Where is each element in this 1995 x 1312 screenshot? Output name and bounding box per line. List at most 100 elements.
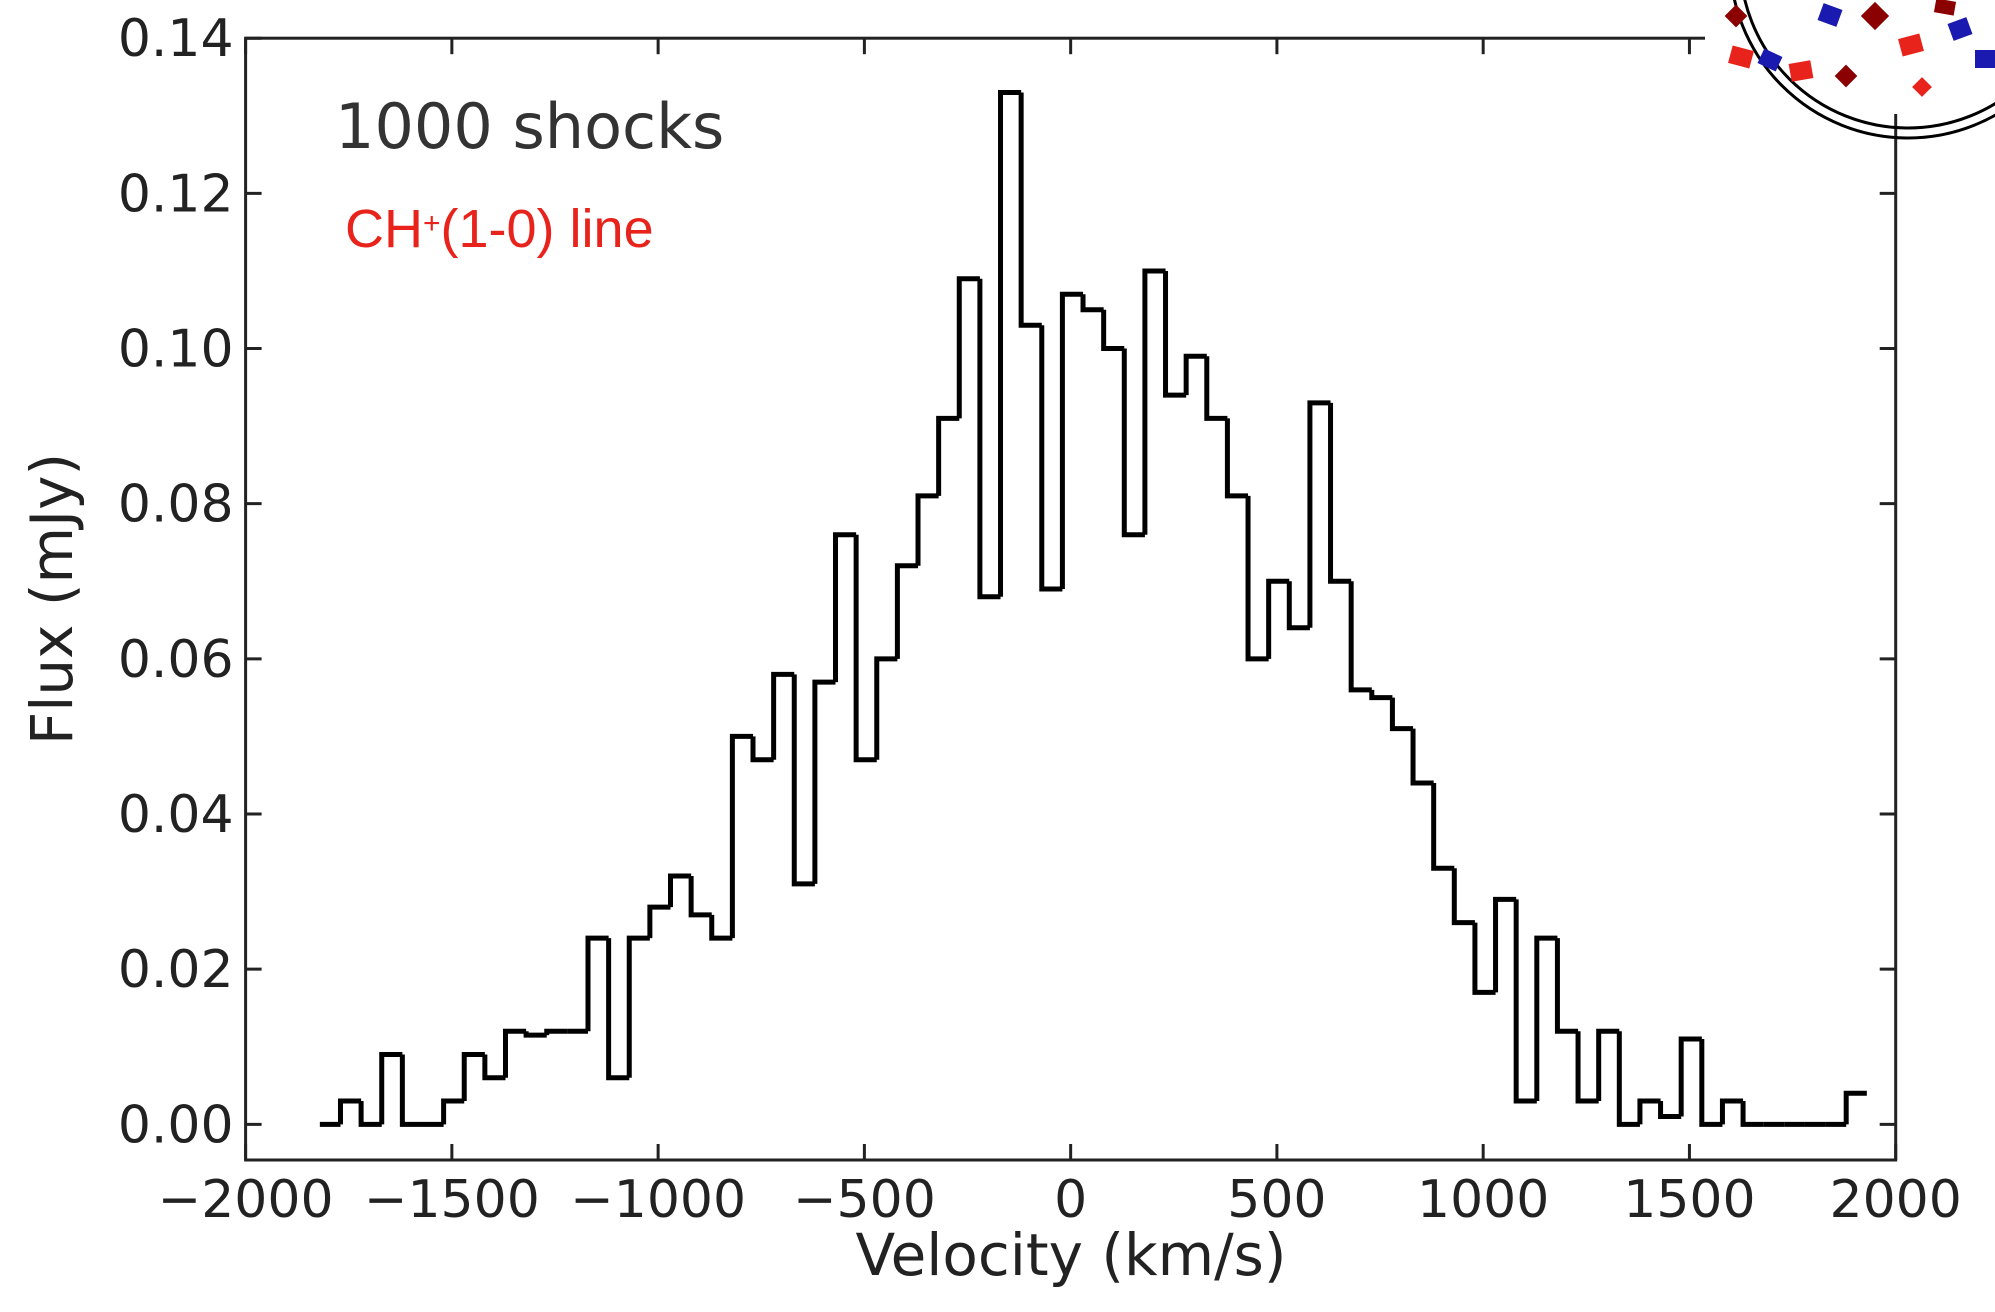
x-tick-label: −1000: [570, 1170, 746, 1230]
y-tick-label: 0.08: [118, 475, 234, 535]
histogram-step: [1286, 581, 1310, 631]
histogram-step: [1534, 935, 1558, 1102]
histogram-step: [1389, 697, 1414, 732]
histogram-step: [647, 904, 671, 939]
plot-frame: [244, 36, 1898, 1162]
histogram-step: [1163, 270, 1187, 398]
x-tick-label: 1500: [1623, 1170, 1755, 1230]
histogram-step: [1678, 1036, 1702, 1117]
y-tick-label: 0.12: [118, 164, 234, 224]
histogram-step: [585, 935, 609, 1032]
x-axis-label: Velocity (km/s): [855, 1221, 1286, 1289]
y-tick-label: 0.00: [118, 1095, 234, 1155]
x-tick-label: 0: [1054, 1170, 1087, 1230]
histogram-step: [1307, 400, 1331, 628]
x-tick-label: −2000: [158, 1170, 334, 1230]
histogram-step: [544, 1028, 568, 1036]
histogram-step: [998, 90, 1022, 597]
histogram-step: [1224, 418, 1249, 499]
histogram-step: [1080, 294, 1104, 313]
plot-area: −2000 −1500 −1000 −500 0 500 1000 1500 2000 0.00 0…: [118, 9, 1962, 1230]
histogram-step: [1616, 1031, 1640, 1127]
histogram-step: [977, 278, 1001, 600]
inset-square: [1912, 77, 1932, 97]
histogram-step: [1245, 495, 1269, 662]
histogram-step: [1575, 1031, 1599, 1104]
y-tick-label: 0.10: [118, 320, 234, 380]
histogram-step: [1328, 402, 1352, 584]
histogram-step: [1431, 782, 1455, 871]
inset-square: [1898, 33, 1924, 57]
histogram-step: [729, 733, 754, 939]
y-tick-label: 0.04: [118, 785, 234, 845]
histogram-step: [523, 1031, 547, 1038]
histogram-step: [709, 914, 733, 941]
histogram-step: [1740, 1101, 1764, 1127]
histogram-step: [1699, 1038, 1723, 1127]
histogram-step: [874, 656, 898, 760]
inset-square: [1933, 0, 1957, 16]
x-tick-label: −500: [793, 1170, 936, 1230]
y-tick-label: 0.02: [118, 940, 234, 1000]
histogram-step: [771, 671, 795, 760]
inset-square: [1860, 1, 1890, 31]
histogram-step: [1513, 899, 1537, 1104]
x-tick-label: 1000: [1417, 1170, 1549, 1230]
histogram-step: [668, 873, 692, 908]
histogram-step: [1554, 938, 1579, 1034]
histogram-step: [1142, 268, 1166, 535]
histogram-step: [1266, 578, 1290, 659]
histogram-step: [1101, 309, 1125, 352]
histogram-step: [461, 1051, 485, 1102]
histogram-step: [337, 1098, 362, 1125]
histogram-step: [1183, 353, 1207, 396]
histogram-step: [812, 679, 836, 884]
inset-square: [1947, 17, 1973, 41]
histogram-step: [1348, 581, 1372, 693]
histogram-step: [688, 876, 712, 918]
annotation-text: (1-0) line: [441, 199, 654, 259]
x-tick-label: −1500: [364, 1170, 540, 1230]
annotation-line: CH+(1-0) line: [345, 199, 654, 259]
histogram-step: [1410, 728, 1434, 786]
histogram-step: [1472, 922, 1496, 995]
inset-ring: [1743, 0, 1995, 130]
inset-square: [1834, 64, 1858, 88]
histogram-step: [956, 276, 980, 419]
x-tick-label: 2000: [1830, 1170, 1962, 1230]
histogram-step: [1451, 868, 1475, 926]
histogram-step: [358, 1101, 382, 1127]
histogram-step: [791, 674, 815, 887]
histogram-step: [482, 1054, 506, 1081]
histogram-step: [1658, 1101, 1682, 1120]
histogram-step: [1204, 356, 1228, 421]
inset-square: [1975, 50, 1995, 68]
histogram-step: [1018, 92, 1042, 328]
inset-square: [1728, 45, 1754, 69]
inset-square: [1757, 48, 1783, 72]
inset-background: [1705, 0, 1995, 114]
histogram-step: [1059, 291, 1084, 590]
histogram-step: [379, 1051, 403, 1125]
histogram-step: [606, 938, 630, 1081]
inset-square: [1788, 60, 1814, 82]
histogram-step: [853, 534, 877, 763]
inset-square: [1817, 3, 1843, 27]
histogram-step: [894, 563, 919, 659]
inset-illustration: [1705, 0, 1995, 140]
y-tick-label: 0.14: [118, 9, 234, 69]
histogram-step: [750, 736, 774, 763]
inset-ring: [1733, 0, 1995, 140]
histogram-step: [833, 532, 857, 683]
histogram-step: [1719, 1098, 1744, 1125]
histogram-step: [1369, 689, 1393, 701]
histogram-step: [1493, 896, 1517, 993]
y-tick-label: 0.06: [118, 630, 234, 690]
histogram-step: [915, 493, 939, 566]
histogram-step: [936, 415, 960, 496]
y-axis-label: Flux (mJy): [18, 453, 86, 745]
annotation: 1000 shocks: [335, 90, 724, 163]
histogram-step: [1637, 1098, 1661, 1125]
